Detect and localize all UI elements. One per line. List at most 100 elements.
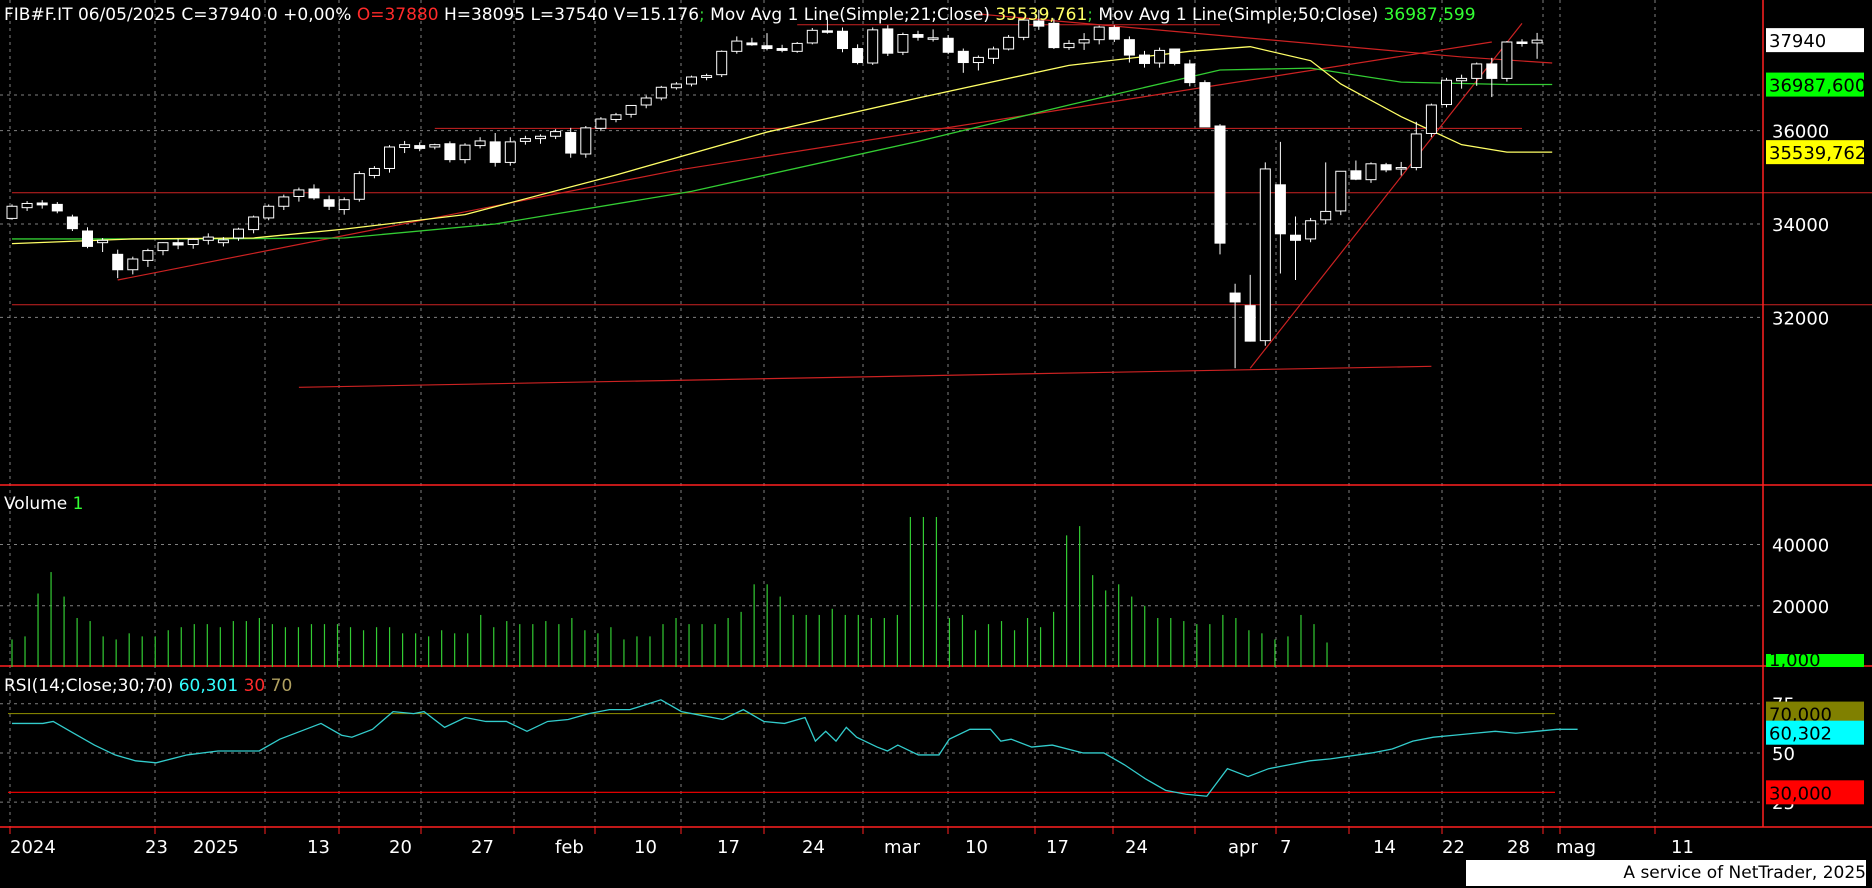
candle-up (6, 205, 18, 219)
candle-down (308, 188, 320, 199)
candle-down (957, 50, 969, 64)
candle-down (82, 230, 93, 247)
x-axis-label: mag (1556, 837, 1596, 858)
candle-down (912, 34, 924, 38)
x-axis-label: 20 (389, 837, 412, 858)
x-axis-label: 2024 (10, 837, 56, 858)
candle-up (157, 242, 169, 252)
price-tag (1766, 72, 1864, 97)
candle-up (504, 141, 516, 163)
candle-up (142, 250, 154, 261)
candle-up (1456, 77, 1468, 82)
candle-down (761, 45, 773, 50)
candle-up (97, 239, 109, 244)
price-tick-label: 36000 (1772, 122, 1829, 143)
candle-up (595, 118, 607, 129)
candle-up (1471, 63, 1483, 79)
candle-up (384, 146, 395, 169)
candle-up (127, 258, 139, 271)
candle-down (837, 30, 848, 50)
candle-down (36, 202, 48, 206)
rsi-low: 30 (243, 676, 266, 696)
x-axis-label: 2025 (193, 837, 239, 858)
volume-tag (1766, 654, 1864, 667)
hlv-values: H=38095 L=37540 V=15.176 (443, 5, 700, 25)
candle-down (1123, 39, 1135, 56)
trendline (978, 13, 1462, 58)
candle-down (112, 253, 124, 271)
candle-up (806, 29, 818, 44)
rsi-value: 60,301 (178, 676, 239, 696)
candle-down (565, 132, 577, 154)
candle-up (278, 196, 290, 207)
price-panel-header: FIB#F.IT 06/05/2025 C=37940 0 +0,00% O=3… (4, 5, 1476, 25)
x-axis-label: 28 (1507, 837, 1530, 858)
candle-down (444, 143, 456, 161)
candle-up (233, 228, 244, 239)
candle-up (399, 144, 411, 148)
x-axis-label: 17 (717, 837, 740, 858)
candle-up (550, 131, 562, 137)
price-tag-label: 35539,762 (1769, 143, 1866, 164)
x-axis-label: 11 (1671, 837, 1694, 858)
x-axis-label: 10 (965, 837, 988, 858)
candle-up (1018, 19, 1030, 38)
candle-down (1274, 184, 1286, 235)
candle-up (1320, 210, 1332, 221)
candle-up (972, 56, 984, 64)
candle-down (1244, 305, 1256, 342)
candle-down (1486, 63, 1498, 79)
x-axis-label: 24 (802, 837, 825, 858)
candle-down (1033, 20, 1045, 27)
candle-up (248, 216, 260, 231)
open-value: O=37880 (356, 5, 439, 25)
candle-up (625, 104, 637, 115)
volume-tag-label: 1,000 (1769, 650, 1821, 671)
price-tag (1766, 28, 1864, 53)
price-tag (1766, 140, 1864, 165)
x-axis-label: mar (884, 837, 921, 858)
candle-up (459, 144, 471, 161)
candle-down (172, 242, 184, 246)
x-axis-label: 17 (1046, 837, 1069, 858)
ma21-line (11, 46, 1553, 245)
footer-credit: A service of NetTrader, 2025 (1466, 860, 1866, 886)
rsi-tick-label: 50 (1772, 744, 1795, 765)
ma21-value: 35539,761 (995, 5, 1088, 25)
x-axis-label: 7 (1280, 837, 1291, 858)
candle-up (217, 239, 229, 244)
x-axis-label: apr (1228, 837, 1258, 858)
trendline (117, 169, 677, 281)
candle-down (51, 203, 63, 212)
volume-panel-header: Volume 1 (4, 494, 83, 514)
candle-down (942, 37, 954, 53)
x-axis-label: 13 (307, 837, 330, 858)
symbol-quote: FIB#F.IT 06/05/2025 C=37940 0 +0,00% (4, 5, 352, 25)
candle-down (1380, 164, 1392, 171)
candle-up (263, 205, 275, 219)
separator-2: ; (1087, 5, 1094, 25)
price-tick-label: 34000 (1772, 215, 1829, 236)
candle-down (1048, 22, 1060, 49)
candle-up (202, 236, 214, 241)
candle-down (1290, 234, 1301, 241)
x-axis-label: 24 (1125, 837, 1148, 858)
candle-up (21, 202, 33, 209)
candle-down (1516, 41, 1528, 44)
x-axis-label: 23 (145, 837, 168, 858)
candle-up (927, 37, 939, 40)
candle-up (368, 167, 380, 176)
candle-down (1350, 170, 1362, 180)
volume-label: Volume (4, 494, 68, 514)
rsi-tag (1766, 720, 1864, 745)
rsi-tag (1766, 780, 1864, 805)
candle-down (882, 28, 894, 54)
rsi-line (12, 699, 1578, 797)
candle-up (1003, 36, 1015, 50)
candle-up (519, 138, 531, 142)
candle-down (1214, 125, 1226, 244)
price-tag-label: 37940 (1769, 31, 1826, 52)
candle-up (867, 29, 879, 64)
candle-up (1441, 79, 1452, 106)
